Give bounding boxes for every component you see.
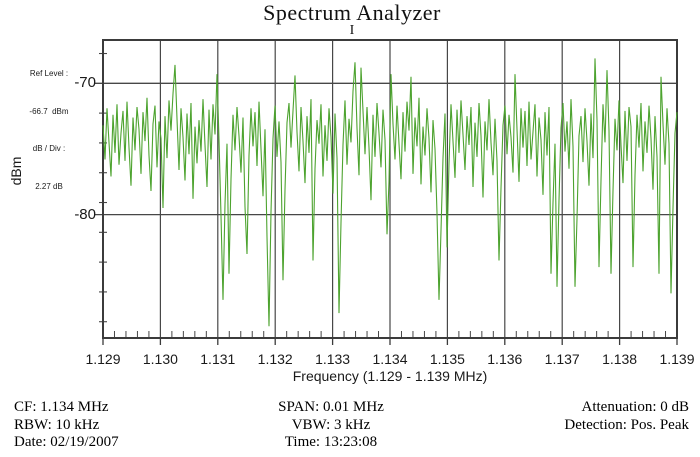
x-tick-label: 1.138 [602,351,638,367]
y-tick-label: -70 [74,74,96,92]
db-per-div-value: 2.27 dB [35,181,63,191]
x-tick-label: 1.134 [372,351,408,367]
ref-level-label: Ref Level : [29,69,69,78]
footer-line: CF: 1.134 MHz [14,399,109,415]
x-tick-label: 1.132 [257,351,293,367]
ref-level-value: -66.7 dBm [29,106,69,116]
footer-line: RBW: 10 kHz [14,416,100,433]
x-tick-label: 1.135 [429,351,465,367]
footer-left: CF: 1.134 MHz RBW: 10 kHz Date: 02/19/2007 [14,399,119,452]
footer-line: VBW: 3 kHz [291,416,371,433]
x-tick-label: 1.137 [544,351,580,367]
footer-line: SPAN: 0.01 MHz [278,399,384,415]
ref-level-panel: Ref Level : -66.7 dBm dB / Div : 2.27 dB [6,43,92,218]
footer-line: Detection: Pos. Peak [564,416,689,433]
footer-line: Attenuation: 0 dB [581,399,690,415]
db-per-div-label: dB / Div : [32,144,66,153]
x-tick-label: 1.139 [659,351,695,367]
footer-line: Date: 02/19/2007 [14,434,119,451]
footer-right: Attenuation: 0 dB Detection: Pos. Peak [439,399,689,434]
x-tick-label: 1.131 [200,351,236,367]
y-tick-label: -80 [74,205,96,223]
footer-center: SPAN: 0.01 MHz VBW: 3 kHz Time: 13:23:08 [231,399,431,452]
footer-line: Time: 13:23:08 [284,434,378,451]
x-tick-label: 1.129 [85,351,121,367]
x-tick-label: 1.136 [487,351,523,367]
page-title: Spectrum Analyzer [263,0,441,25]
trace-label: I [349,23,355,38]
x-tick-label: 1.130 [142,351,178,367]
x-axis-title: Frequency (1.129 - 1.139 MHz) [292,368,488,384]
spectrum-trace [102,58,678,327]
plot-border [102,39,678,339]
x-tick-label: 1.133 [315,351,351,367]
